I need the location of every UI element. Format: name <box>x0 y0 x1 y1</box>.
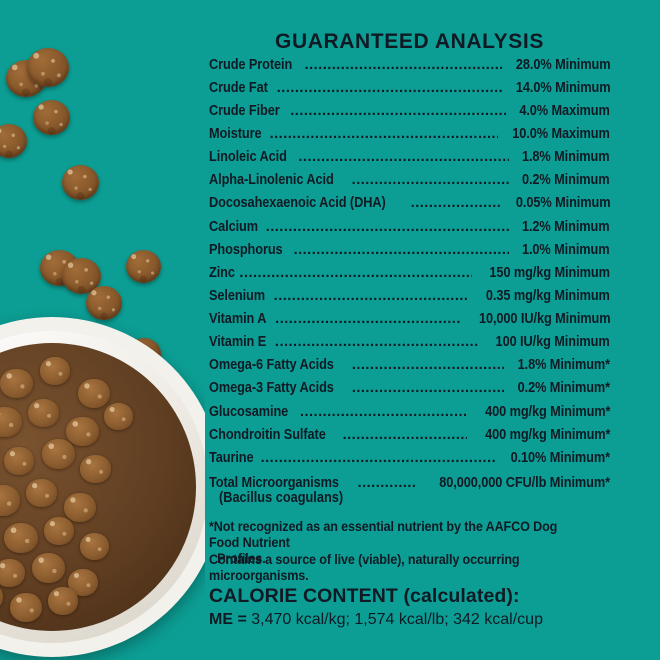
nutrient-value: 80,000,000 CFU/lb Minimum* <box>439 475 610 491</box>
table-row: Vitamin A 10,000 IU/kg Minimum <box>209 312 610 327</box>
footnote-asterisk-line1: *Not recognized as an essential nutrient… <box>209 518 558 550</box>
table-row: Omega-3 Fatty Acids 0.2% Minimum* <box>209 381 610 396</box>
table-row: Glucosamine 400 mg/kg Minimum* <box>209 405 610 420</box>
dot-leader <box>290 104 506 119</box>
calorie-heading-lower: (calculated): <box>397 585 520 607</box>
dot-leader <box>270 127 499 142</box>
nutrient-value: 0.2% Minimum <box>522 172 610 188</box>
nutrient-value: 1.8% Minimum* <box>517 357 611 373</box>
calorie-heading-caps: CALORIE CONTENT <box>209 585 398 607</box>
nutrient-value: 1.0% Minimum <box>522 242 610 258</box>
dot-leader <box>274 289 469 304</box>
nutrient-name: Crude Fat <box>209 80 268 96</box>
nutrient-value: 14.0% Minimum <box>515 80 610 96</box>
table-row: Chondroitin Sulfate 400 mg/kg Minimum* <box>209 428 610 443</box>
dot-leader <box>352 381 504 396</box>
footnote-live-cultures: Contains a source of live (viable), natu… <box>209 551 520 583</box>
me-values: 3,470 kcal/kg; 1,574 kcal/lb; 342 kcal/c… <box>251 611 543 628</box>
footnote-asterisk-line2: Profiles. <box>217 550 266 566</box>
nutrient-value: 0.2% Minimum* <box>517 380 611 396</box>
nutrient-name: Alpha-Linolenic Acid <box>209 172 334 188</box>
dot-leader <box>352 173 510 188</box>
nutrient-name: Calcium <box>209 219 259 235</box>
table-row: Crude Protein 28.0% Minimum <box>209 58 610 73</box>
table-row: Taurine 0.10% Minimum* <box>209 451 610 466</box>
dot-leader <box>294 243 510 258</box>
dot-leader <box>411 196 502 211</box>
nutrient-name: Selenium <box>209 288 266 304</box>
dot-leader <box>266 220 510 235</box>
me-label: ME = <box>209 611 252 628</box>
table-row: Crude Fiber 4.0% Maximum <box>209 104 610 119</box>
page-title: GUARANTEED ANALYSIS <box>275 30 544 53</box>
kibble-piece <box>62 165 99 200</box>
table-row: Vitamin E 100 IU/kg Minimum <box>209 335 610 350</box>
nutrient-name: Total Microorganisms <box>209 475 339 491</box>
kibble-piece <box>86 286 122 320</box>
dot-leader <box>298 150 509 165</box>
nutrient-value: 1.2% Minimum <box>522 219 610 235</box>
dot-leader <box>305 58 502 73</box>
nutrient-value: 4.0% Maximum <box>519 103 611 119</box>
table-row: Docosahexaenoic Acid (DHA) 0.05% Minimum <box>209 196 610 211</box>
dot-leader <box>300 405 467 420</box>
nutrient-value: 0.05% Minimum <box>515 195 610 211</box>
nutrient-name: Crude Protein <box>209 57 293 73</box>
dot-leader <box>358 476 415 491</box>
nutrient-name: Glucosamine <box>209 404 289 420</box>
calorie-content-values: ME = 3,470 kcal/kg; 1,574 kcal/lb; 342 k… <box>209 611 543 628</box>
dot-leader <box>239 266 472 281</box>
nutrient-name: Moisture <box>209 126 262 142</box>
dot-leader <box>277 81 502 96</box>
nutrient-name: Linoleic Acid <box>209 149 287 165</box>
dot-leader <box>275 335 479 350</box>
dot-leader <box>261 451 496 466</box>
nutrient-name: Omega-6 Fatty Acids <box>209 357 334 373</box>
kibble-piece <box>33 100 70 135</box>
nutrient-name: Taurine <box>209 450 254 466</box>
nutrient-value: 1.8% Minimum <box>522 149 610 165</box>
nutrient-value: 10.0% Maximum <box>512 126 611 142</box>
nutrient-value: 400 mg/kg Minimum* <box>484 427 610 443</box>
kibble-piece <box>27 48 69 87</box>
table-row: Alpha-Linolenic Acid 0.2% Minimum <box>209 173 610 188</box>
table-row: Moisture 10.0% Maximum <box>209 127 610 142</box>
nutrient-name: Crude Fiber <box>209 103 280 119</box>
nutrient-value: 28.0% Minimum <box>515 57 610 73</box>
nutrient-value: 400 mg/kg Minimum* <box>484 404 610 420</box>
product-photo <box>0 0 205 660</box>
nutrient-name: Zinc <box>209 265 235 281</box>
nutrient-name: Vitamin A <box>209 311 267 327</box>
dot-leader <box>343 428 467 443</box>
nutrient-name: Phosphorus <box>209 242 283 258</box>
nutrient-value: 10,000 IU/kg Minimum <box>478 311 610 327</box>
table-row: Linoleic Acid 1.8% Minimum <box>209 150 610 165</box>
nutrient-value: 150 mg/kg Minimum <box>489 265 611 281</box>
table-row: Omega-6 Fatty Acids 1.8% Minimum* <box>209 358 610 373</box>
nutrient-name: Vitamin E <box>209 334 267 350</box>
nutrient-value: 0.35 mg/kg Minimum <box>486 288 610 304</box>
nutrient-value: 0.10% Minimum* <box>510 450 611 466</box>
nutrient-name: Chondroitin Sulfate <box>209 427 326 443</box>
microorganisms-subline: (Bacillus coagulans) <box>219 490 344 506</box>
table-row: Zinc 150 mg/kg Minimum <box>209 266 610 281</box>
table-row: Total Microorganisms 80,000,000 CFU/lb M… <box>209 476 610 491</box>
footnote-asterisk: *Not recognized as an essential nutrient… <box>209 518 574 566</box>
table-row: Crude Fat 14.0% Minimum <box>209 81 610 96</box>
table-row: Selenium 0.35 mg/kg Minimum <box>209 289 610 304</box>
nutrient-value: 100 IU/kg Minimum <box>495 334 610 350</box>
table-row: Calcium 1.2% Minimum <box>209 220 610 235</box>
dot-leader <box>275 312 459 327</box>
nutrient-name: Docosahexaenoic Acid (DHA) <box>209 195 386 211</box>
table-row: Phosphorus 1.0% Minimum <box>209 243 610 258</box>
dot-leader <box>352 358 504 373</box>
calorie-content-heading: CALORIE CONTENT (calculated): <box>209 586 520 606</box>
nutrient-name: Omega-3 Fatty Acids <box>209 380 334 396</box>
kibble-piece <box>126 250 161 283</box>
